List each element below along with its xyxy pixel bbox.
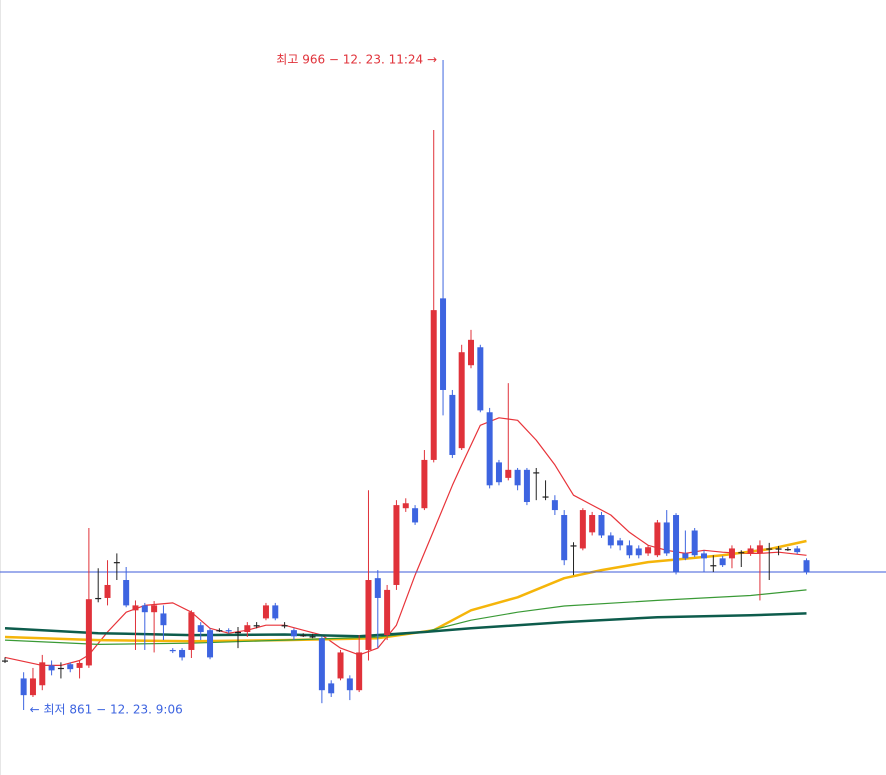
- candle-body: [309, 636, 316, 638]
- candle-body: [710, 565, 717, 567]
- candle-body: [67, 664, 74, 670]
- candle-body: [691, 530, 698, 556]
- candle-body: [272, 605, 279, 619]
- candle-body: [290, 630, 297, 637]
- candle-body: [300, 635, 307, 637]
- moving-average-line: [4, 589, 807, 646]
- candle-body: [253, 625, 260, 627]
- candle-body: [551, 500, 558, 511]
- candle-body: [728, 548, 735, 559]
- candle-body: [123, 580, 130, 606]
- candle-body: [617, 540, 624, 546]
- candle-body: [523, 469, 530, 503]
- candle-body: [756, 545, 763, 554]
- candle-body: [477, 347, 484, 411]
- candle-body: [346, 678, 353, 691]
- candle-body: [440, 298, 447, 390]
- candle-body: [20, 678, 27, 696]
- candle-body: [747, 548, 754, 554]
- candle-body: [262, 605, 269, 619]
- candle-body: [48, 665, 55, 671]
- candle-body: [738, 552, 745, 554]
- candle-body: [635, 548, 642, 556]
- candle-body: [794, 548, 801, 553]
- annotation: ← 최저 861 − 12. 23. 9:06: [30, 703, 183, 717]
- candle-body: [365, 580, 372, 650]
- candle-body: [430, 310, 437, 460]
- candle-body: [132, 605, 139, 611]
- candle-body: [412, 508, 419, 523]
- annotation: 최고 966 − 12. 23. 11:24 →: [276, 53, 437, 67]
- candle-body: [719, 558, 726, 566]
- candle-body: [607, 535, 614, 546]
- moving-average-line: [4, 612, 807, 638]
- candle-body: [244, 625, 251, 633]
- candle-body: [207, 630, 214, 658]
- candle-body: [598, 515, 605, 536]
- candle-body: [356, 652, 363, 691]
- candle-body: [701, 553, 707, 559]
- candle-body: [160, 613, 167, 626]
- candle-body: [402, 503, 409, 509]
- candle-body: [393, 505, 400, 585]
- candle-body: [179, 649, 186, 658]
- candle-body: [533, 472, 540, 474]
- candle-body: [766, 548, 773, 550]
- candle-body: [673, 515, 680, 572]
- candle-body: [514, 469, 521, 486]
- candle-body: [542, 496, 549, 498]
- candle-body: [645, 547, 652, 554]
- candle-body: [570, 545, 577, 547]
- candle-body: [486, 412, 493, 486]
- candle-body: [281, 625, 288, 627]
- candle-body: [29, 678, 36, 696]
- candle-body: [95, 597, 102, 600]
- candle-body: [76, 662, 83, 668]
- candle-body: [682, 553, 689, 559]
- candle-body: [169, 649, 176, 652]
- candle-body: [784, 549, 791, 551]
- candle-body: [235, 632, 241, 634]
- candle-body: [318, 638, 325, 691]
- candle-body: [85, 599, 92, 666]
- candle-body: [151, 605, 158, 613]
- candle-body: [216, 630, 223, 632]
- candle-body: [225, 630, 232, 632]
- candle-body: [337, 652, 344, 679]
- candle-body: [626, 545, 633, 556]
- moving-average-line: [4, 539, 807, 643]
- candle-body: [579, 510, 586, 549]
- candle-body: [188, 612, 195, 650]
- candle-body: [374, 578, 381, 598]
- candle-body: [654, 522, 661, 556]
- candle-body: [328, 683, 335, 694]
- candle-body: [449, 394, 456, 455]
- candle-body: [663, 522, 670, 554]
- candle-body: [589, 515, 596, 533]
- candle-body: [458, 352, 465, 449]
- candle-body: [468, 339, 474, 366]
- candle-body: [113, 562, 120, 564]
- candle-body: [39, 662, 46, 686]
- candle-body: [141, 605, 148, 613]
- candle-body: [803, 560, 810, 572]
- candle-body: [421, 459, 428, 509]
- candle-body: [2, 660, 8, 662]
- candle-body: [505, 469, 512, 478]
- candle-body: [775, 548, 782, 550]
- candle-body: [384, 589, 391, 636]
- candle-body: [561, 515, 568, 561]
- candle-body: [495, 462, 502, 483]
- candle-body: [197, 625, 204, 633]
- candle-body: [104, 584, 111, 598]
- candle-body: [57, 667, 64, 670]
